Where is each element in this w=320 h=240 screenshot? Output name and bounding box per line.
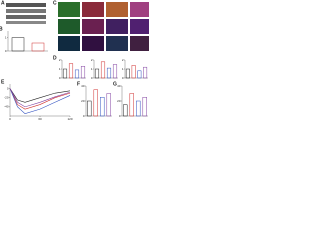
blot-band: [6, 15, 46, 19]
y-tick-label: 0: [91, 76, 93, 80]
bar: [131, 65, 136, 79]
bar: [93, 89, 98, 117]
micrograph: [58, 36, 80, 51]
micrograph: [58, 19, 80, 34]
blot-band: [6, 3, 46, 7]
panel-letter: E: [1, 79, 5, 85]
x-tick-label: 120: [67, 117, 72, 121]
bar: [31, 42, 45, 52]
y-tick-label: 1: [5, 35, 7, 39]
y-tick-label: 2: [59, 58, 61, 62]
panel-letter: G: [113, 81, 117, 87]
y-tick-label: 0: [83, 114, 85, 118]
bar: [106, 93, 111, 117]
panel-letter: D: [53, 55, 57, 61]
bar: [87, 100, 92, 117]
micrograph: [106, 2, 128, 17]
bar: [68, 63, 74, 79]
blot-band: [6, 21, 46, 24]
bar: [125, 68, 130, 79]
bar: [106, 67, 112, 79]
y-tick-label: 20: [117, 99, 121, 103]
series-line: [9, 88, 71, 115]
bar: [74, 69, 80, 79]
micrograph: [82, 36, 104, 51]
y-tick-label: 0: [59, 76, 61, 80]
micrograph: [130, 36, 149, 51]
bar: [80, 66, 86, 79]
panel-letter: A: [1, 0, 5, 6]
y-tick-label: 1: [91, 67, 93, 71]
y-tick-label: 0: [7, 86, 9, 90]
series-line: [9, 88, 71, 108]
y-tick-label: 40: [117, 84, 121, 88]
y-tick-label: 40: [81, 84, 85, 88]
bar: [94, 68, 100, 79]
y-tick-label: 1: [59, 67, 61, 71]
bar: [142, 97, 147, 117]
y-tick-label: 0: [119, 114, 121, 118]
micrograph: [82, 2, 104, 17]
y-tick-label: -40: [4, 105, 9, 109]
x-tick-label: 60: [38, 117, 42, 121]
bar: [62, 68, 68, 79]
bar: [11, 37, 25, 52]
y-tick-label: -20: [4, 96, 9, 100]
panel-letter: C: [53, 0, 57, 6]
bar: [129, 93, 134, 117]
bar: [123, 104, 128, 117]
bar: [100, 61, 106, 79]
bar: [112, 64, 118, 79]
micrograph: [106, 19, 128, 34]
page: A C B 0 1 D 0 1 2 0 1 2 0 1 2 E -40 -20 0 0 60 120 F 0 20 40 G 0 2…: [0, 0, 149, 121]
x-tick-label: 0: [9, 117, 11, 121]
panel-letter: F: [77, 81, 80, 87]
micrograph: [130, 19, 149, 34]
panel-letter: B: [0, 26, 3, 32]
series-line: [9, 88, 71, 103]
y-tick-label: 2: [91, 58, 93, 62]
micrograph: [130, 2, 149, 17]
micrograph: [82, 19, 104, 34]
y-tick-label: 0: [5, 49, 7, 53]
y-tick-label: 0: [122, 76, 124, 80]
y-tick-label: 2: [122, 58, 124, 62]
series-line: [9, 88, 71, 110]
bar: [143, 66, 148, 79]
bar: [100, 97, 105, 117]
blot-band: [6, 9, 46, 13]
micrograph: [58, 2, 80, 17]
blot: [6, 3, 46, 24]
bar: [137, 70, 142, 79]
y-tick-label: 20: [81, 99, 85, 103]
micrographs: [58, 2, 149, 51]
bar: [136, 100, 141, 117]
y-tick-label: 1: [122, 67, 124, 71]
micrograph: [106, 36, 128, 51]
